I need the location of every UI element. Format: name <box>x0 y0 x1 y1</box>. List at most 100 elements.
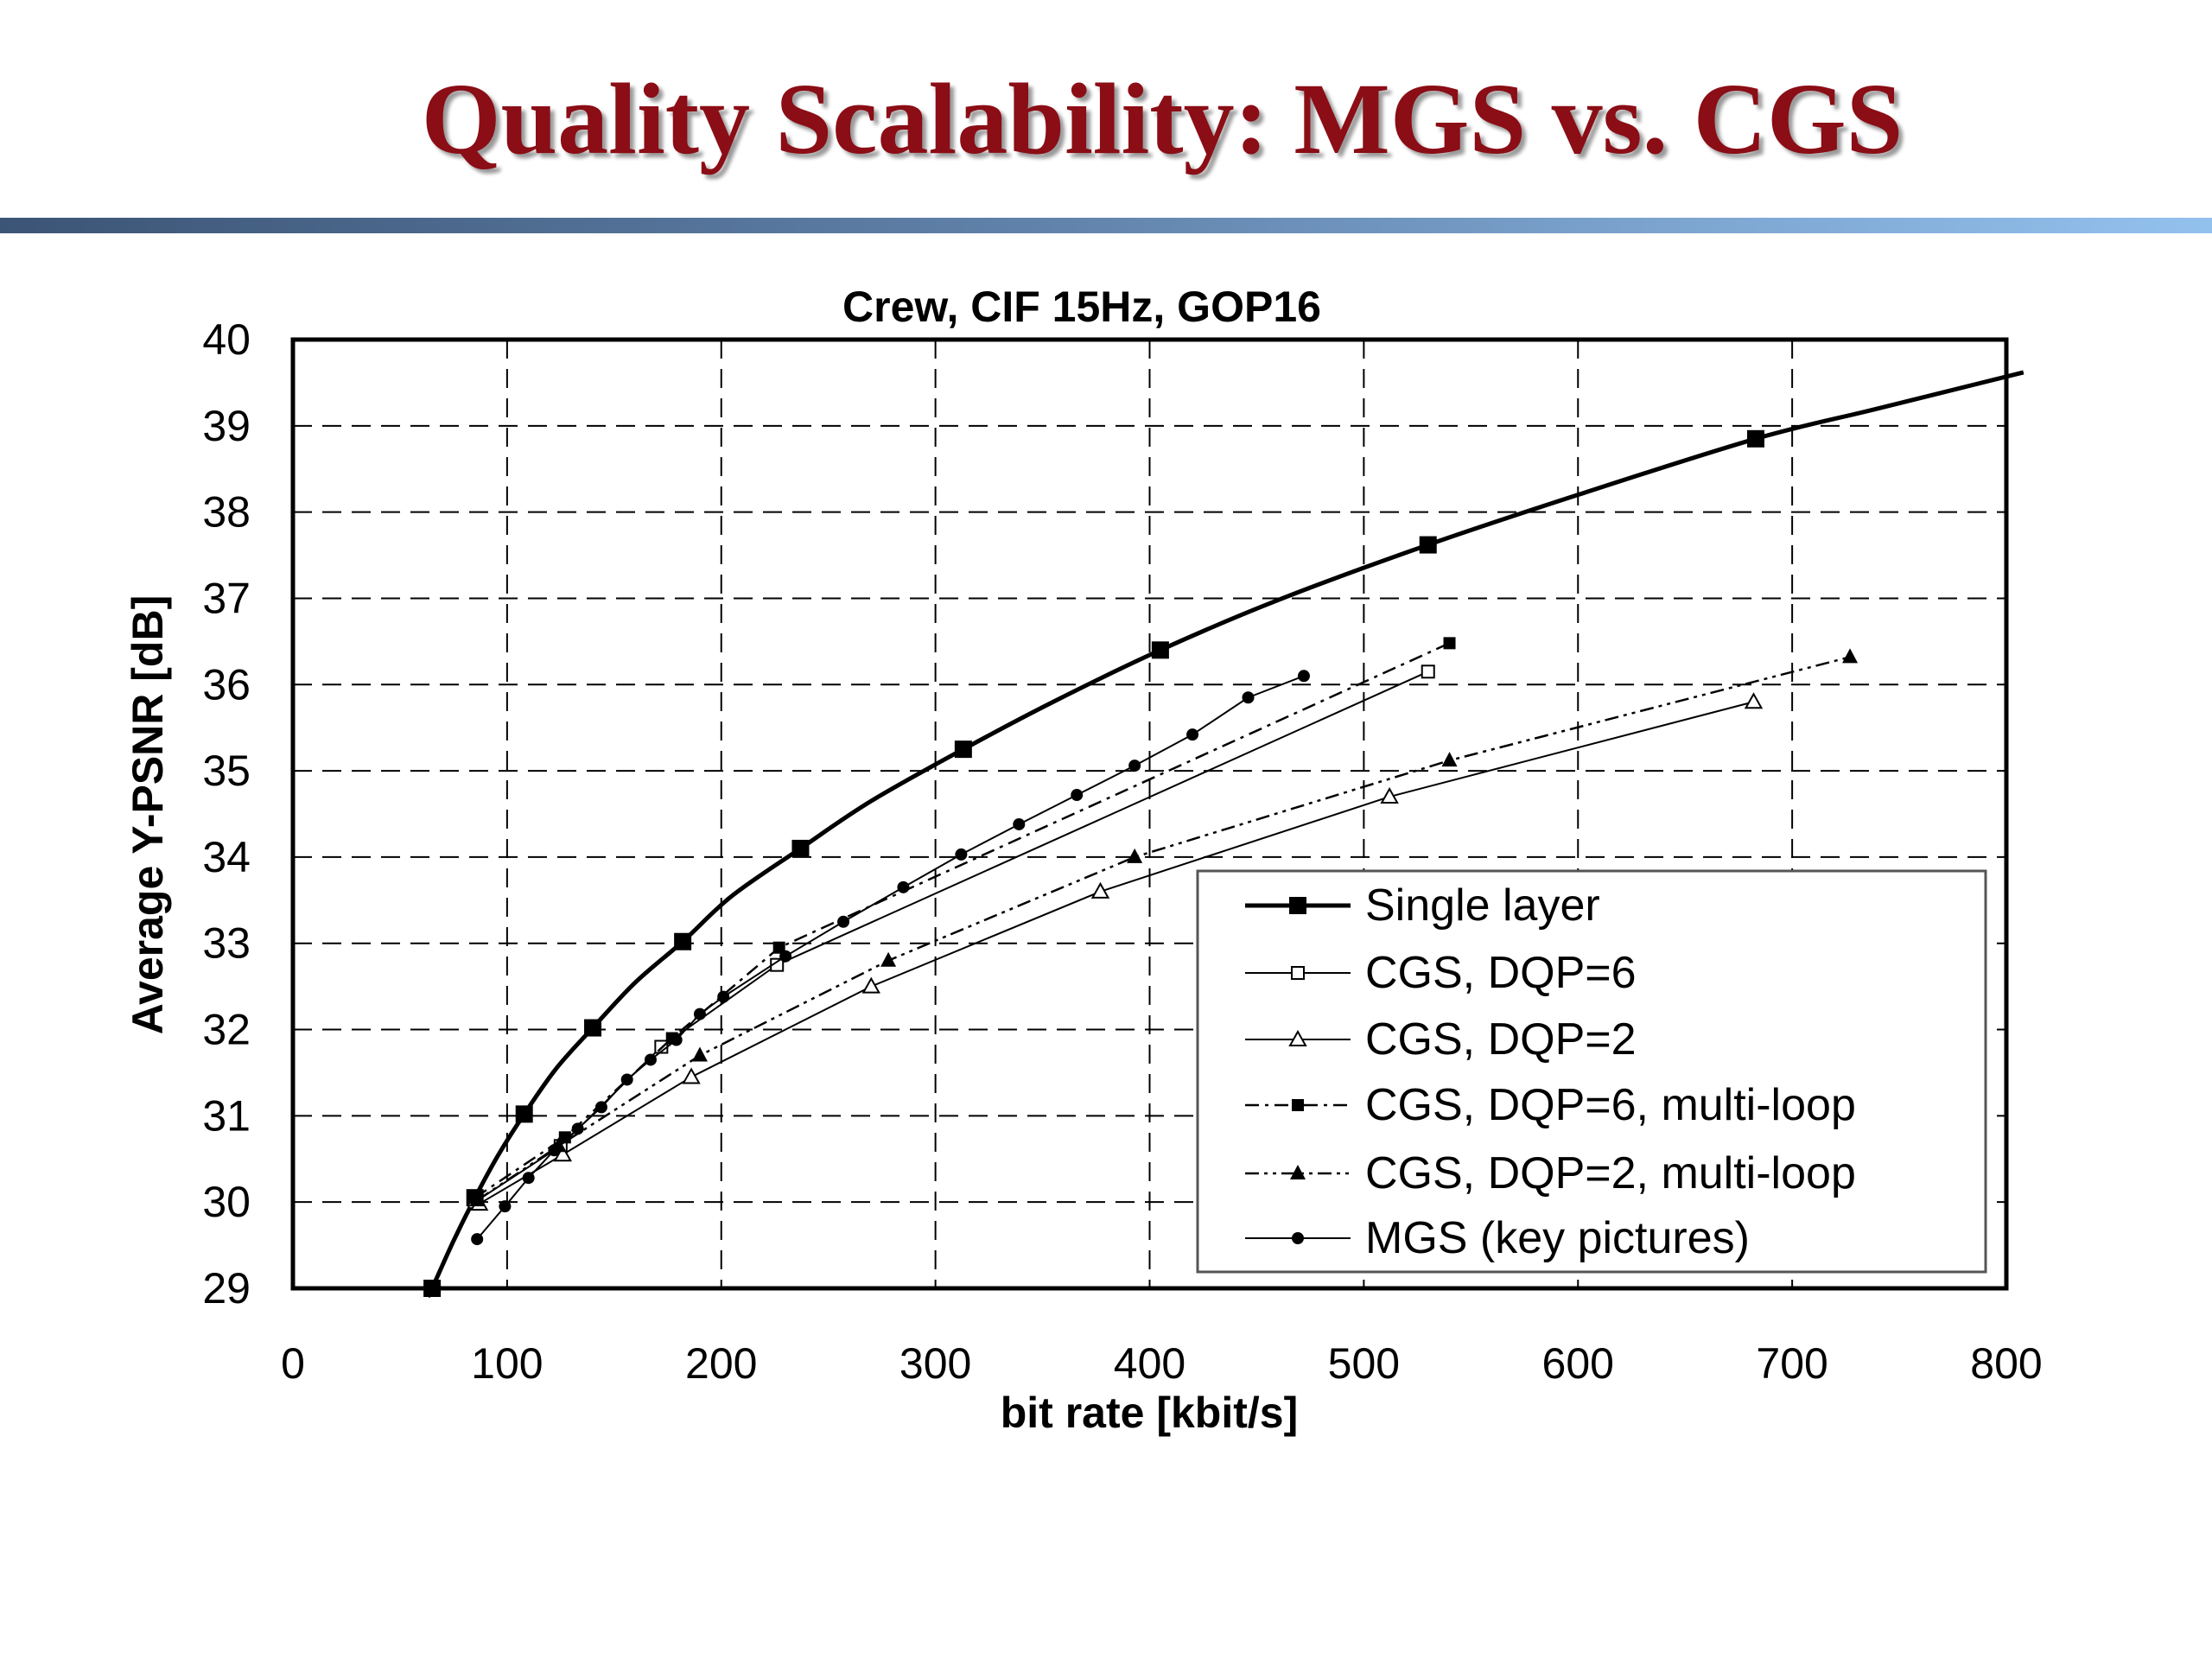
plot-frame <box>290 337 2009 1291</box>
legend-label: MGS (key pictures) <box>1365 1213 1750 1263</box>
marker-filled-circle <box>1013 817 1026 830</box>
y-tick-label: 36 <box>202 660 251 709</box>
y-axis-label: Average Y-PSNR [dB] <box>124 595 172 1034</box>
y-tick-label: 34 <box>202 833 251 881</box>
marker-filled-circle <box>471 1233 484 1246</box>
marker-filled-circle <box>499 1200 512 1213</box>
marker-open-triangle <box>1744 692 1764 709</box>
marker-filled-circle <box>670 1033 683 1046</box>
marker-filled-square <box>1151 641 1169 659</box>
y-tick-label: 39 <box>202 402 251 450</box>
marker-filled-circle <box>644 1053 657 1066</box>
marker-open-square <box>1291 966 1305 980</box>
x-tick-label: 0 <box>281 1339 305 1388</box>
y-tick-label: 33 <box>202 919 251 968</box>
y-tick-label: 40 <box>202 315 251 364</box>
marker-filled-triangle <box>469 1192 486 1207</box>
x-tick-label: 700 <box>1756 1339 1827 1388</box>
marker-filled-triangle <box>880 951 897 967</box>
marker-filled-circle <box>955 848 968 861</box>
x-tick-labels: 0 100 200 300 400 500 600 700 800 <box>281 1339 2043 1388</box>
marker-open-triangle <box>1380 786 1399 804</box>
marker-filled-circle <box>1242 691 1255 704</box>
marker-filled-square <box>1419 536 1437 554</box>
y-tick-label: 29 <box>202 1264 251 1313</box>
marker-filled-circle <box>779 950 792 963</box>
x-tick-label: 300 <box>899 1339 971 1388</box>
legend-entry: Single layer <box>1245 880 1600 931</box>
marker-filled-square <box>1289 897 1306 914</box>
marker-filled-square <box>772 941 785 954</box>
marker-open-triangle <box>682 1067 701 1084</box>
marker-filled-triangle <box>691 1046 708 1062</box>
y-tick-label: 35 <box>202 747 251 795</box>
x-axis-label: bit rate [kbit/s] <box>1001 1389 1298 1437</box>
legend-label: CGS, DQP=2, multi-loop <box>1365 1148 1856 1198</box>
marker-filled-circle <box>1128 760 1141 772</box>
marker-filled-square <box>791 839 810 857</box>
legend-entry: CGS, DQP=2 <box>1245 1014 1637 1065</box>
marker-open-square <box>1421 664 1435 679</box>
legend-entry: CGS, DQP=2, multi-loop <box>1245 1148 1856 1198</box>
x-tick-label: 500 <box>1328 1339 1400 1388</box>
marker-filled-triangle <box>1290 1165 1306 1179</box>
legend-label: CGS, DQP=2 <box>1365 1014 1637 1065</box>
x-tick-label: 200 <box>685 1339 757 1388</box>
series-layer <box>423 370 2024 1299</box>
marker-filled-circle <box>1186 728 1199 741</box>
marker-filled-triangle <box>1441 752 1458 767</box>
marker-filled-circle <box>620 1073 633 1086</box>
series-line <box>425 370 2024 1299</box>
marker-filled-circle <box>837 915 850 928</box>
marker-open-triangle <box>1288 1029 1307 1046</box>
marker-filled-circle <box>522 1172 535 1185</box>
marker-filled-square <box>674 932 692 950</box>
marker-filled-circle <box>1292 1232 1304 1244</box>
marker-open-triangle <box>1090 881 1110 899</box>
series-1 <box>423 370 2024 1299</box>
marker-filled-circle <box>1297 670 1310 683</box>
chart-legend: Single layer CGS, DQP=6 CGS, DQP=2 CGS, DQP… <box>1196 869 1987 1274</box>
marker-filled-triangle <box>1127 848 1143 863</box>
marker-open-triangle <box>861 976 880 994</box>
marker-filled-square <box>558 1131 571 1144</box>
y-tick-label: 38 <box>202 488 251 537</box>
series-line <box>474 642 1451 1199</box>
y-tick-label: 30 <box>202 1178 251 1226</box>
y-tick-label: 32 <box>202 1006 251 1054</box>
marker-filled-circle <box>548 1144 561 1157</box>
marker-filled-square <box>1746 429 1764 448</box>
y-tick-label: 37 <box>202 574 251 622</box>
legend-entry: CGS, DQP=6, multi-loop <box>1245 1080 1856 1130</box>
legend-entry: CGS, DQP=6 <box>1245 948 1637 998</box>
marker-filled-circle <box>594 1101 607 1114</box>
marker-filled-circle <box>1071 789 1084 802</box>
marker-filled-triangle <box>1842 648 1859 664</box>
series-3 <box>469 692 1764 1211</box>
x-tick-label: 400 <box>1114 1339 1185 1388</box>
marker-filled-square <box>1443 637 1456 650</box>
series-6 <box>471 670 1310 1246</box>
x-tick-label: 600 <box>1542 1339 1614 1388</box>
legend-label: Single layer <box>1365 880 1600 931</box>
slide-title: Quality Scalability: MGS vs. CGS <box>421 62 1904 175</box>
marker-filled-circle <box>717 990 730 1003</box>
marker-filled-square <box>954 741 972 759</box>
chart-title: Crew, CIF 15Hz, GOP16 <box>842 283 1321 331</box>
y-tick-label: 31 <box>202 1091 251 1140</box>
series-5 <box>469 648 1859 1207</box>
x-tick-label: 800 <box>1970 1339 2042 1388</box>
legend-entry: MGS (key pictures) <box>1245 1213 1750 1263</box>
marker-filled-square <box>515 1105 533 1123</box>
marker-filled-circle <box>571 1122 584 1135</box>
marker-filled-square <box>584 1019 602 1037</box>
marker-filled-circle <box>693 1007 706 1020</box>
x-tick-label: 100 <box>471 1339 543 1388</box>
y-tick-labels: 29 30 31 32 33 34 35 36 37 38 39 40 <box>202 315 251 1313</box>
title-divider <box>0 218 2212 233</box>
marker-filled-circle <box>897 880 910 893</box>
legend-box <box>1196 869 1987 1274</box>
legend-label: CGS, DQP=6 <box>1365 948 1637 998</box>
legend-label: CGS, DQP=6, multi-loop <box>1365 1080 1856 1130</box>
